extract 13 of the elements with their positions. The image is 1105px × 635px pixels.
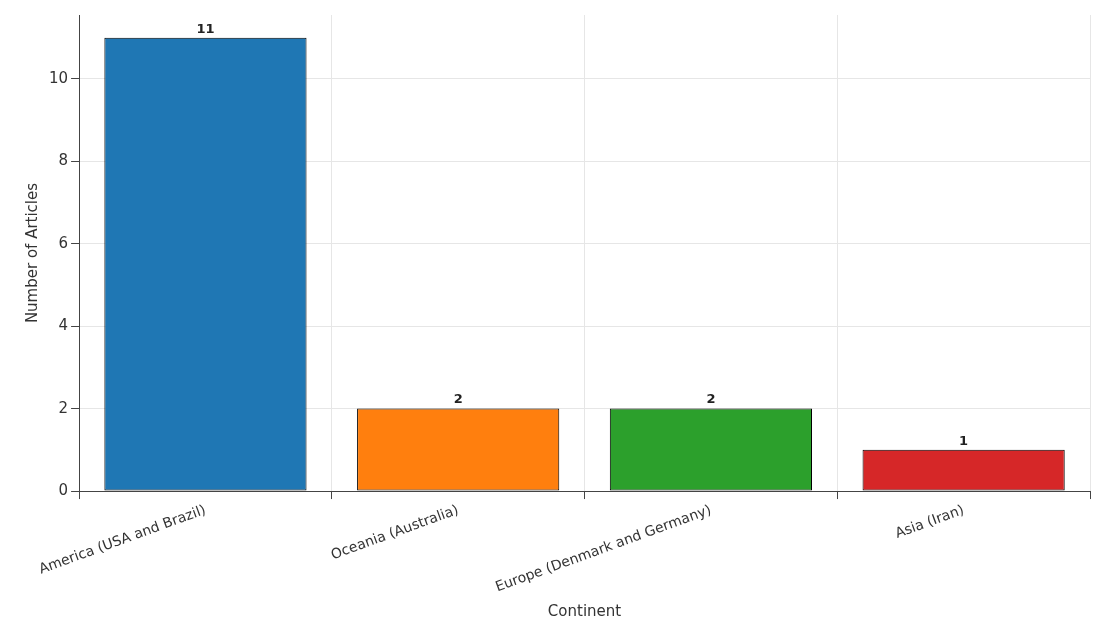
y-tick-label: 6 <box>58 233 69 252</box>
y-tick-label: 4 <box>58 316 69 335</box>
x-tick-label: Asia (Iran) <box>892 501 966 541</box>
y-tick-label: 2 <box>58 398 69 417</box>
y-tick-label: 0 <box>58 480 69 499</box>
data-label: 1 <box>959 432 969 448</box>
x-axis-title: Continent <box>547 601 622 620</box>
data-label: 2 <box>706 391 716 407</box>
y-axis-title: Number of Articles <box>22 182 41 324</box>
data-label: 11 <box>196 20 215 36</box>
y-tick-label: 8 <box>58 151 69 170</box>
y-tick-label: 10 <box>48 68 69 87</box>
data-label: 2 <box>453 391 463 407</box>
